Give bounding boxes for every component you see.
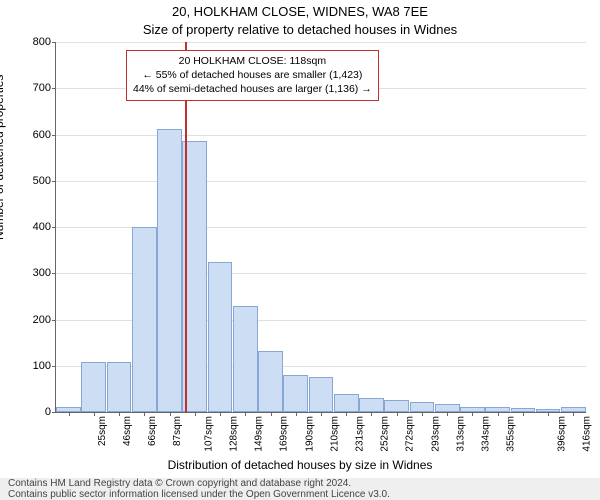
xtick-mark bbox=[195, 412, 196, 416]
gridline bbox=[56, 135, 586, 136]
title-subtitle: Size of property relative to detached ho… bbox=[0, 22, 600, 37]
xtick-mark bbox=[69, 412, 70, 416]
xtick-label: 190sqm bbox=[304, 416, 315, 452]
xtick-mark bbox=[296, 412, 297, 416]
xtick-label: 107sqm bbox=[203, 416, 214, 452]
histogram-bar bbox=[334, 394, 359, 413]
histogram-bar bbox=[233, 306, 258, 412]
ytick-mark bbox=[52, 181, 56, 182]
xtick-mark bbox=[397, 412, 398, 416]
histogram-bar bbox=[410, 402, 435, 412]
xtick-mark bbox=[94, 412, 95, 416]
xtick-label: 355sqm bbox=[506, 416, 517, 452]
chart-area: 010020030040050060070080025sqm46sqm66sqm… bbox=[55, 42, 585, 412]
ytick-label: 0 bbox=[21, 406, 51, 418]
ytick-label: 700 bbox=[21, 82, 51, 94]
y-axis-label: Number of detached properties bbox=[0, 75, 6, 240]
histogram-bar bbox=[107, 362, 132, 412]
ytick-label: 800 bbox=[21, 36, 51, 48]
footer-attribution: Contains HM Land Registry data © Crown c… bbox=[0, 478, 600, 500]
xtick-label: 210sqm bbox=[329, 416, 340, 452]
xtick-label: 87sqm bbox=[172, 416, 183, 446]
xtick-label: 416sqm bbox=[582, 416, 593, 452]
xtick-mark bbox=[371, 412, 372, 416]
ytick-mark bbox=[52, 366, 56, 367]
callout-box: 20 HOLKHAM CLOSE: 118sqm← 55% of detache… bbox=[126, 50, 379, 101]
xtick-mark bbox=[498, 412, 499, 416]
histogram-bar bbox=[81, 362, 106, 412]
xtick-mark bbox=[220, 412, 221, 416]
xtick-label: 128sqm bbox=[228, 416, 239, 452]
ytick-mark bbox=[52, 88, 56, 89]
xtick-label: 313sqm bbox=[456, 416, 467, 452]
plot-inner: 010020030040050060070080025sqm46sqm66sqm… bbox=[55, 42, 586, 413]
ytick-label: 200 bbox=[21, 314, 51, 326]
ytick-mark bbox=[52, 42, 56, 43]
ytick-mark bbox=[52, 320, 56, 321]
xtick-label: 25sqm bbox=[97, 416, 108, 446]
histogram-bar bbox=[435, 404, 460, 412]
ytick-mark bbox=[52, 412, 56, 413]
ytick-label: 400 bbox=[21, 221, 51, 233]
xtick-mark bbox=[119, 412, 120, 416]
xtick-mark bbox=[245, 412, 246, 416]
histogram-bar bbox=[384, 400, 409, 412]
x-axis-label: Distribution of detached houses by size … bbox=[0, 458, 600, 472]
ytick-label: 500 bbox=[21, 175, 51, 187]
xtick-label: 396sqm bbox=[556, 416, 567, 452]
ytick-label: 600 bbox=[21, 129, 51, 141]
xtick-label: 66sqm bbox=[147, 416, 158, 446]
callout-line: 44% of semi-detached houses are larger (… bbox=[133, 82, 372, 96]
histogram-bar bbox=[283, 375, 308, 412]
xtick-mark bbox=[447, 412, 448, 416]
xtick-mark bbox=[573, 412, 574, 416]
xtick-mark bbox=[422, 412, 423, 416]
ytick-mark bbox=[52, 135, 56, 136]
xtick-mark bbox=[472, 412, 473, 416]
histogram-bar bbox=[309, 377, 334, 412]
xtick-label: 334sqm bbox=[481, 416, 492, 452]
xtick-mark bbox=[523, 412, 524, 416]
gridline bbox=[56, 181, 586, 182]
ytick-mark bbox=[52, 227, 56, 228]
xtick-mark bbox=[321, 412, 322, 416]
ytick-label: 100 bbox=[21, 360, 51, 372]
xtick-label: 46sqm bbox=[122, 416, 133, 446]
xtick-label: 149sqm bbox=[254, 416, 265, 452]
footer-line1: Contains HM Land Registry data © Crown c… bbox=[8, 478, 390, 489]
xtick-mark bbox=[271, 412, 272, 416]
xtick-mark bbox=[346, 412, 347, 416]
callout-line: 20 HOLKHAM CLOSE: 118sqm bbox=[133, 54, 372, 68]
xtick-label: 169sqm bbox=[279, 416, 290, 452]
gridline bbox=[56, 42, 586, 43]
histogram-bar bbox=[132, 227, 157, 412]
xtick-label: 272sqm bbox=[405, 416, 416, 452]
xtick-label: 252sqm bbox=[380, 416, 391, 452]
xtick-mark bbox=[548, 412, 549, 416]
xtick-mark bbox=[144, 412, 145, 416]
xtick-label: 231sqm bbox=[355, 416, 366, 452]
xtick-label: 293sqm bbox=[430, 416, 441, 452]
footer-line2: Contains public sector information licen… bbox=[8, 489, 390, 500]
xtick-mark bbox=[170, 412, 171, 416]
histogram-bar bbox=[208, 262, 233, 412]
title-address: 20, HOLKHAM CLOSE, WIDNES, WA8 7EE bbox=[0, 4, 600, 19]
callout-line: ← 55% of detached houses are smaller (1,… bbox=[133, 68, 372, 82]
ytick-mark bbox=[52, 273, 56, 274]
histogram-bar bbox=[258, 351, 283, 412]
ytick-label: 300 bbox=[21, 267, 51, 279]
histogram-bar bbox=[359, 398, 384, 412]
histogram-bar bbox=[157, 129, 182, 412]
